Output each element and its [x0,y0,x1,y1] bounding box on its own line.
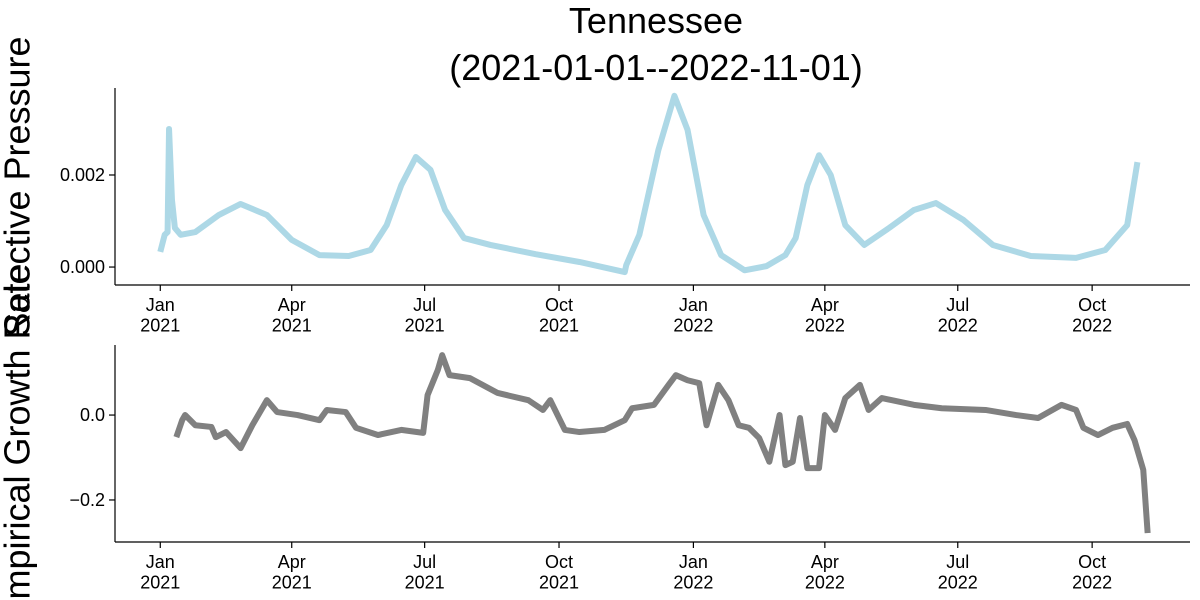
x-tick-label: Oct 2021 [539,295,579,336]
y-axis-label: Empirical Growth Rate [0,263,38,600]
y-tick-label: 0.0 [80,405,105,425]
y-tick-label: 0.002 [60,165,105,185]
x-tick-label: Jul 2021 [405,295,445,336]
y-axis-label: Selective Pressure [0,36,38,336]
x-tick-label: Apr 2022 [805,295,845,336]
x-tick-label: Jan 2022 [673,295,713,336]
x-tick-label: Jan 2022 [673,552,713,593]
x-tick-label: Oct 2022 [1072,552,1112,593]
data-line [173,352,1151,534]
chart-title: Tennessee [569,0,743,41]
x-tick-label: Jan 2021 [140,552,180,593]
x-tick-label: Jan 2021 [140,295,180,336]
x-tick-label: Apr 2021 [272,552,312,593]
x-tick-label: Jul 2021 [405,552,445,593]
data-line [157,92,1141,276]
x-tick-label: Apr 2021 [272,295,312,336]
y-tick-label: −0.2 [69,490,105,510]
y-tick-label: 0.000 [60,257,105,277]
x-tick-label: Oct 2021 [539,552,579,593]
x-tick-label: Apr 2022 [805,552,845,593]
x-tick-label: Jul 2022 [938,295,978,336]
x-tick-label: Jul 2022 [938,552,978,593]
x-tick-label: Oct 2022 [1072,295,1112,336]
chart-subtitle: (2021-01-01--2022-11-01) [449,47,863,88]
